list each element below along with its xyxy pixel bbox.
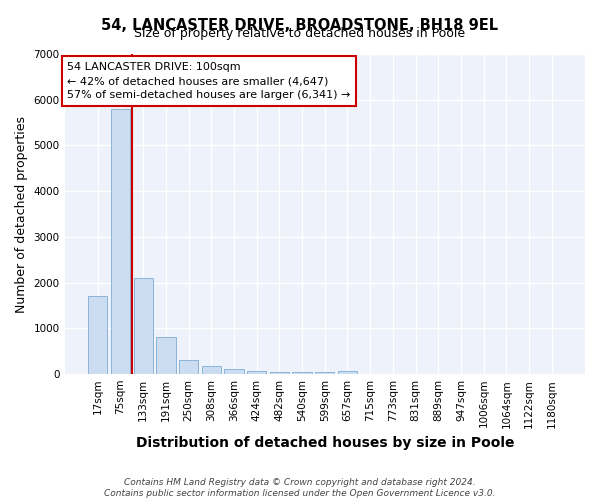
Text: Contains HM Land Registry data © Crown copyright and database right 2024.
Contai: Contains HM Land Registry data © Crown c… [104, 478, 496, 498]
Bar [156, 338, 176, 374]
Bar [179, 360, 198, 374]
Y-axis label: Number of detached properties: Number of detached properties [15, 116, 28, 312]
Text: 54 LANCASTER DRIVE: 100sqm
← 42% of detached houses are smaller (4,647)
57% of s: 54 LANCASTER DRIVE: 100sqm ← 42% of deta… [67, 62, 350, 100]
Bar [88, 296, 107, 374]
Bar [224, 370, 244, 374]
Bar [247, 371, 266, 374]
Text: 54, LANCASTER DRIVE, BROADSTONE, BH18 9EL: 54, LANCASTER DRIVE, BROADSTONE, BH18 9E… [101, 18, 499, 32]
X-axis label: Distribution of detached houses by size in Poole: Distribution of detached houses by size … [136, 436, 514, 450]
Text: Size of property relative to detached houses in Poole: Size of property relative to detached ho… [134, 28, 466, 40]
Bar [315, 372, 334, 374]
Bar [292, 372, 312, 374]
Bar [202, 366, 221, 374]
Bar [270, 372, 289, 374]
Bar [338, 371, 357, 374]
Bar [111, 109, 130, 374]
Bar [134, 278, 153, 374]
